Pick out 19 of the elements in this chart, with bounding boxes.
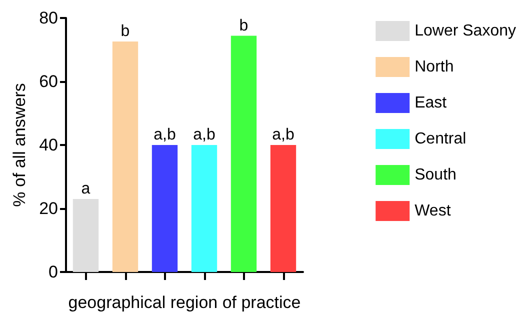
data-label: a <box>81 180 90 198</box>
legend-label: West <box>414 202 452 220</box>
x-axis-title: geographical region of practice <box>68 293 301 312</box>
y-tick-label: 40 <box>39 136 58 154</box>
legend-label: Lower Saxony <box>414 22 516 40</box>
data-label: b <box>239 17 248 34</box>
y-tick-label: 20 <box>39 199 58 218</box>
data-label: b <box>120 22 130 40</box>
legend-label: North <box>414 58 454 76</box>
legend-label: East <box>414 94 448 112</box>
y-tick-label: 80 <box>39 8 58 28</box>
data-label: a,b <box>193 126 216 144</box>
y-tick-label: 60 <box>39 72 58 91</box>
data-label: a,b <box>272 126 294 144</box>
y-axis-title: % of all answers <box>10 83 29 207</box>
legend-label: South <box>414 166 456 184</box>
y-tick-label: 0 <box>48 262 58 282</box>
legend-label: Central <box>414 130 466 148</box>
data-label: a,b <box>154 126 176 144</box>
